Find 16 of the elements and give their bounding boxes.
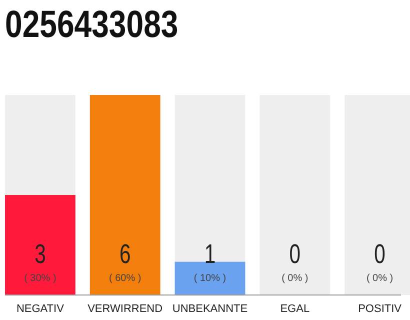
x-tick-label: VERWIRREND	[88, 303, 163, 315]
data-label: ( 30% )	[24, 273, 56, 284]
x-tick-label: UNBEKANNTE	[172, 303, 248, 315]
annotation: 0	[289, 239, 301, 270]
annotation: ( 0% )	[366, 273, 394, 284]
annotation: 1	[204, 239, 216, 270]
data-label: ( 10% )	[194, 273, 226, 284]
annotation: 6	[119, 239, 131, 270]
x-tick-label: NEGATIV	[16, 303, 65, 315]
x-tick-label: POSITIV	[358, 303, 402, 315]
annotation: 0	[374, 239, 386, 270]
chart-title: 0256433083	[5, 4, 178, 46]
x-tick-label: EGAL	[280, 303, 310, 315]
annotation: 3	[34, 239, 46, 270]
data-label: ( 60% )	[108, 273, 142, 284]
annotation: ( 0% )	[282, 273, 308, 284]
